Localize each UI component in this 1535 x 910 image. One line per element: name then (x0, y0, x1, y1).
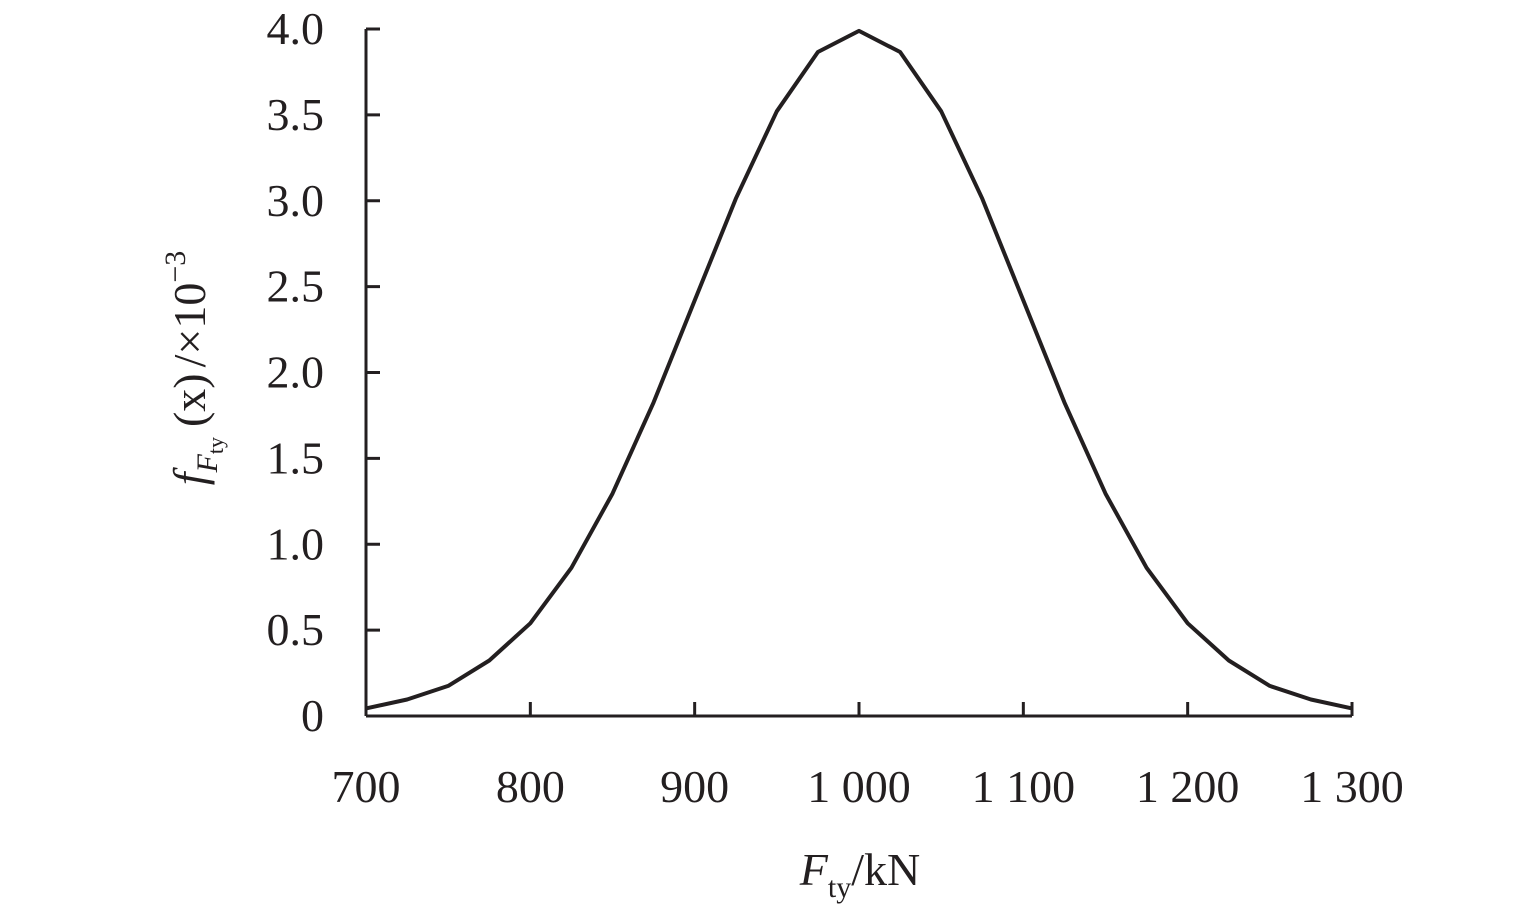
y-tick-label: 3.0 (267, 175, 325, 226)
y-tick-label: 4.0 (267, 3, 325, 54)
y-tick-label: 2.5 (267, 261, 325, 312)
x-tick-label: 700 (332, 761, 401, 812)
x-tick-label: 800 (496, 761, 565, 812)
y-ticks: 0 0.5 1.0 1.5 2.0 2.5 3.0 3.5 4.0 (267, 3, 380, 741)
x-tick-label: 1 100 (972, 761, 1076, 812)
density-curve (365, 28, 1353, 711)
y-tick-label: 0 (301, 690, 324, 741)
y-tick-label: 1.0 (267, 518, 325, 569)
y-tick-label: 1.5 (267, 432, 325, 483)
x-ticks: 700 800 900 1 000 1 100 1 200 1 300 (332, 702, 1404, 812)
y-tick-label: 0.5 (267, 604, 325, 655)
y-tick-label: 3.5 (267, 89, 325, 140)
y-axis-label-group: fFty(x)/×10−3 (159, 251, 228, 486)
x-tick-label: 1 000 (807, 761, 911, 812)
y-axis-label: fFty(x)/×10−3 (159, 251, 228, 486)
x-tick-label: 900 (660, 761, 729, 812)
x-tick-label: 1 200 (1136, 761, 1240, 812)
axes: 0 0.5 1.0 1.5 2.0 2.5 3.0 3.5 4.0 700 800 900 1 000… (267, 3, 1404, 812)
y-tick-label: 2.0 (267, 347, 325, 398)
x-tick-label: 1 300 (1300, 761, 1404, 812)
x-axis-label: Fty/kN (799, 844, 920, 904)
